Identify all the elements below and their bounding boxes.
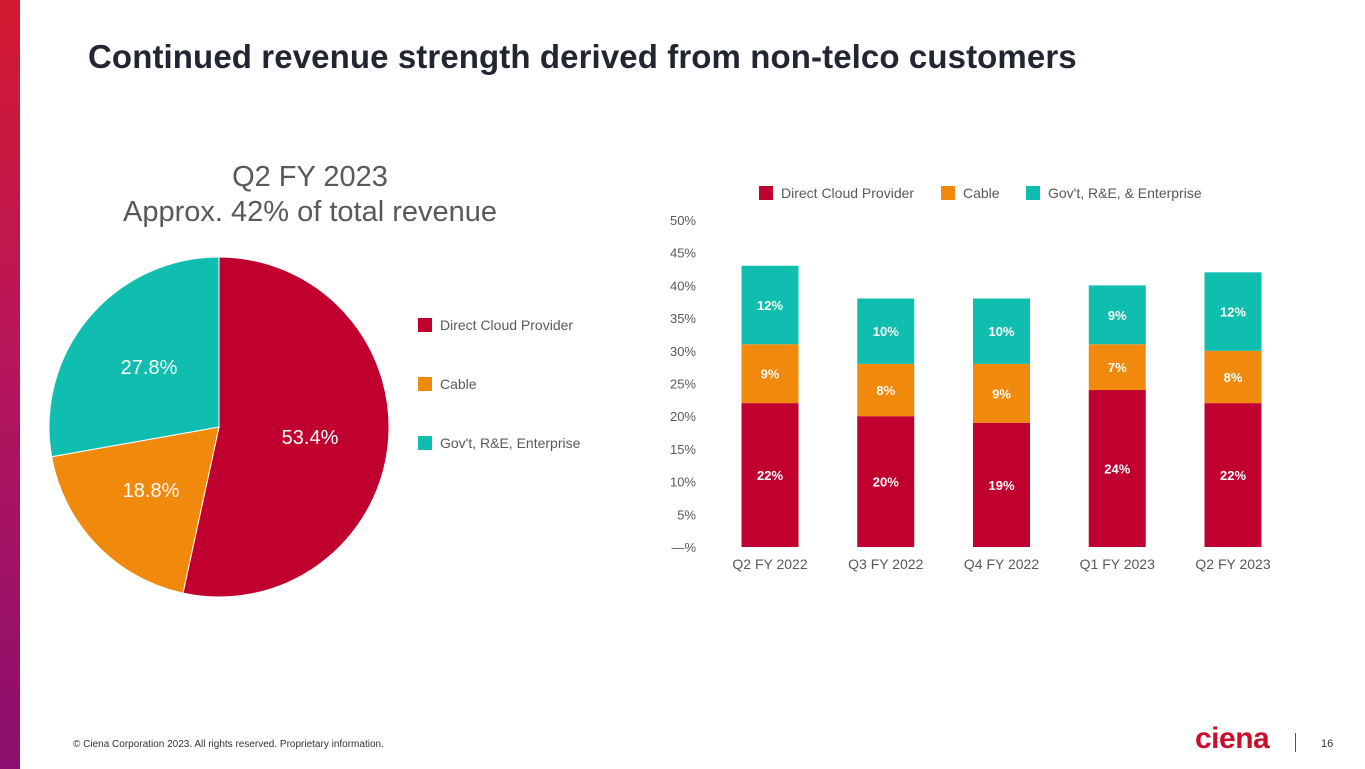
y-tick-label: 5% — [677, 507, 696, 522]
bar-segment-govt — [857, 298, 915, 364]
copyright-footer: © Ciena Corporation 2023. All rights res… — [73, 739, 384, 750]
y-tick-label: 20% — [670, 409, 696, 424]
brand-side-bar — [0, 0, 20, 769]
bar-segment-cable — [973, 363, 1030, 423]
y-tick-label: —% — [671, 540, 696, 555]
bar-data-label: 9% — [992, 386, 1011, 401]
slide-title: Continued revenue strength derived from … — [88, 38, 1077, 75]
pie-legend-swatch — [418, 436, 432, 450]
bar-legend-swatch — [1026, 186, 1040, 200]
bar-legend-label: Cable — [963, 185, 1000, 201]
bar-data-label: 22% — [1220, 468, 1246, 483]
bar-segment-cable — [741, 344, 799, 404]
y-tick-label: 35% — [670, 311, 696, 326]
pie-slice-label: 27.8% — [121, 357, 178, 379]
pie-slice-label: 18.8% — [123, 480, 180, 502]
bar-data-label: 22% — [757, 468, 783, 483]
bar-data-label: 19% — [988, 478, 1014, 493]
y-tick-label: 15% — [670, 442, 696, 457]
bar-data-label: 10% — [873, 324, 899, 339]
bar-data-label: 8% — [876, 383, 895, 398]
bar-data-label: 10% — [988, 324, 1014, 339]
ciena-logo: ciena — [1195, 722, 1270, 755]
pie-chart-title: Q2 FY 2023 Approx. 42% of total revenue — [60, 160, 560, 230]
bar-data-label: 9% — [761, 367, 780, 382]
bar-segment-govt — [1204, 272, 1262, 351]
page-number: 16 — [1321, 738, 1334, 750]
bar-segment-cable — [1088, 344, 1146, 391]
bar-segment-govt — [741, 265, 799, 345]
pie-title-line1: Q2 FY 2023 — [232, 161, 388, 193]
x-tick-label: Q2 FY 2022 — [732, 556, 807, 572]
bar-legend-swatch — [941, 186, 955, 200]
y-tick-label: 45% — [670, 246, 696, 261]
bar-data-label: 9% — [1108, 308, 1127, 323]
x-tick-label: Q4 FY 2022 — [964, 556, 1039, 572]
pie-legend-label: Cable — [440, 376, 477, 392]
pie-legend-swatch — [418, 377, 432, 391]
bar-data-label: 8% — [1224, 370, 1243, 385]
pie-slice-direct-cloud-provider — [182, 256, 390, 598]
bar-legend-label: Direct Cloud Provider — [781, 185, 914, 201]
pie-title-line2: Approx. 42% of total revenue — [122, 196, 497, 228]
y-tick-label: 40% — [670, 278, 696, 293]
y-tick-label: 50% — [670, 213, 696, 228]
y-tick-label: 10% — [670, 475, 696, 490]
pie-legend-label: Gov't, R&E, Enterprise — [440, 435, 581, 451]
bar-segment-direct-cloud — [973, 422, 1030, 547]
bar-data-label: 24% — [1104, 462, 1130, 477]
x-tick-label: Q3 FY 2022 — [848, 556, 923, 572]
stacked-bar-chart: —% 5% 10% 15% 20% 25% 30% 35% 40% 45% 50% 22% 9% 12% Q… — [670, 213, 1271, 572]
y-tick-label: 30% — [670, 344, 696, 359]
pie-legend-label: Direct Cloud Provider — [440, 317, 573, 333]
bar-segment-govt — [1088, 285, 1146, 345]
bar-segment-govt — [973, 298, 1030, 364]
bar-segment-direct-cloud — [1204, 403, 1262, 547]
bar-legend-label: Gov't, R&E, & Enterprise — [1048, 185, 1202, 201]
bar-data-label: 20% — [873, 475, 899, 490]
x-tick-label: Q1 FY 2023 — [1080, 556, 1155, 572]
pie-chart: 53.4% 18.8% 27.8% — [48, 256, 390, 598]
bar-legend-swatch — [759, 186, 773, 200]
y-tick-label: 25% — [670, 377, 696, 392]
bar-segment-direct-cloud — [857, 416, 915, 547]
pie-legend: Direct Cloud Provider Cable Gov't, R&E, En… — [418, 317, 581, 451]
footer-divider — [1295, 733, 1296, 752]
pie-slice-label: 53.4% — [282, 427, 339, 449]
pie-legend-swatch — [418, 318, 432, 332]
bar-segment-cable — [1204, 350, 1262, 404]
bar-legend: Direct Cloud Provider Cable Gov't, R&E, & … — [759, 185, 1202, 201]
pie-slice-gov-t-r-e-enterprise — [48, 256, 220, 458]
bar-data-label: 12% — [757, 298, 783, 313]
bar-segment-cable — [857, 363, 915, 417]
bar-segment-direct-cloud — [1088, 390, 1146, 547]
bar-data-label: 12% — [1220, 305, 1246, 320]
pie-slice-cable — [51, 426, 220, 594]
bar-segment-direct-cloud — [741, 403, 799, 547]
x-tick-label: Q2 FY 2023 — [1195, 556, 1270, 572]
bar-data-label: 7% — [1108, 360, 1127, 375]
